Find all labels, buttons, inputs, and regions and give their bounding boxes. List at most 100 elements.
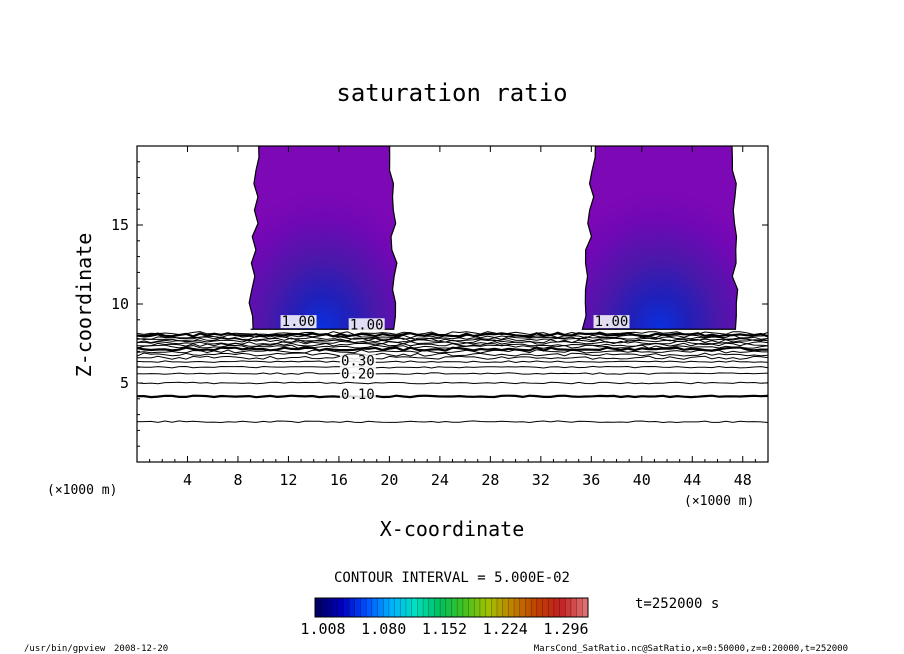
contour-line (137, 335, 768, 341)
colorbar-bin (457, 598, 464, 617)
colorbar-bin (434, 598, 441, 617)
colorbar-bin (497, 598, 504, 617)
colorbar-bin (337, 598, 344, 617)
colorbar-bin (485, 598, 492, 617)
contour-line (137, 331, 768, 336)
colorbar-bin (445, 598, 452, 617)
contour-interval-label: CONTOUR INTERVAL = 5.000E-02 (334, 570, 570, 586)
contour-line (137, 420, 768, 424)
colorbar-bin (565, 598, 572, 617)
colorbar-bin (383, 598, 390, 617)
colorbar-bin (388, 598, 396, 617)
colorbar-bin (394, 598, 401, 617)
colorbar-bin (377, 598, 384, 617)
z-tick-label: 10 (111, 295, 129, 313)
file-info: MarsCond_SatRatio.nc@SatRatio,x=0:50000,… (534, 644, 848, 654)
contour-line (137, 332, 768, 338)
colorbar-bin (406, 598, 413, 617)
colorbar-bin (366, 598, 373, 617)
colorbar-bin (349, 598, 356, 617)
plume-left (248, 146, 398, 330)
colorbar-bin (462, 598, 470, 617)
contour-label-bg (339, 354, 376, 368)
z-tick-label: 15 (111, 216, 129, 234)
colorbar-bin (468, 598, 475, 617)
colorbar-bin (320, 598, 327, 617)
x-tick-label: 16 (330, 471, 348, 489)
y-axis-title: Z-coordinate (72, 233, 96, 378)
colorbar (314, 597, 589, 618)
colorbar-bin (371, 598, 379, 617)
contour-line (137, 360, 768, 364)
colorbar-bin (570, 598, 578, 617)
contour-line (137, 365, 768, 369)
x-tick-label: 24 (431, 471, 449, 489)
contour-line (137, 340, 768, 345)
x-tick-label: 4 (183, 471, 192, 489)
contour-line (137, 381, 768, 385)
colorbar-bin (559, 598, 566, 617)
plume-right (581, 146, 739, 330)
colorbar-bin (582, 598, 589, 617)
contour-label: 1.00 (282, 314, 316, 330)
x-tick-label: 20 (380, 471, 398, 489)
colorbar-bin (542, 598, 549, 617)
contour-label: 1.00 (350, 317, 384, 333)
colorbar-bin (354, 598, 361, 617)
colorbar-frame (314, 597, 589, 618)
contour-label: 1.00 (595, 314, 629, 330)
colorbar-bin (514, 598, 521, 617)
colorbar-bin (474, 598, 481, 617)
x-tick-label: 48 (734, 471, 752, 489)
colorbar-tick-label: 1.296 (543, 620, 588, 638)
colorbar-tick-label: 1.152 (422, 620, 467, 638)
x-unit-label: (×1000 m) (684, 494, 754, 509)
contour-label-bg (593, 315, 630, 329)
colorbar-bin (525, 598, 532, 617)
contour-label: 0.10 (341, 387, 375, 403)
colorbar-bin (440, 598, 447, 617)
colorbar-bin (417, 598, 424, 617)
contour-label: 0.30 (341, 354, 375, 370)
contour-line (137, 352, 768, 357)
colorbar-bin (519, 598, 526, 617)
colorbar-bin (491, 598, 498, 617)
x-tick-label: 32 (532, 471, 550, 489)
colorbar-tick-label: 1.080 (361, 620, 406, 638)
colorbar-bin (508, 598, 515, 617)
contour-line (137, 372, 768, 375)
colorbar-tick-label: 1.224 (483, 620, 528, 638)
x-axis-title: X-coordinate (380, 517, 525, 541)
contour-label-bg (339, 387, 376, 401)
colorbar-bin (315, 598, 322, 617)
colorbar-bin (536, 598, 543, 617)
colorbar-tick-label: 1.008 (300, 620, 345, 638)
colorbar-bin (428, 598, 435, 617)
contour-line (137, 344, 768, 349)
colorbar-bin (411, 598, 418, 617)
x-tick-label: 44 (683, 471, 701, 489)
contour-line (137, 355, 768, 360)
time-label: t=252000 s (635, 596, 719, 612)
z-unit-label: (×1000 m) (47, 483, 117, 498)
colorbar-bin (360, 598, 367, 617)
contour-label: 0.20 (341, 366, 375, 382)
contour-line (137, 349, 768, 354)
contour-lines (137, 331, 768, 424)
colorbar-bin (553, 598, 561, 617)
colorbar-bin (576, 598, 583, 617)
colorbar-bin (548, 598, 555, 617)
colorbar-bin (423, 598, 430, 617)
program-path: /usr/bin/gpview (24, 644, 106, 654)
colorbar-bin (479, 598, 487, 617)
x-tick-label: 12 (279, 471, 297, 489)
contour-line (137, 342, 768, 347)
colorbar-bin (400, 598, 407, 617)
colorbar-bin (451, 598, 458, 617)
colorbar-bin (332, 598, 339, 617)
z-tick-label: 5 (120, 374, 129, 392)
colorbar-bin (326, 598, 333, 617)
contour-label-bg (339, 367, 376, 381)
